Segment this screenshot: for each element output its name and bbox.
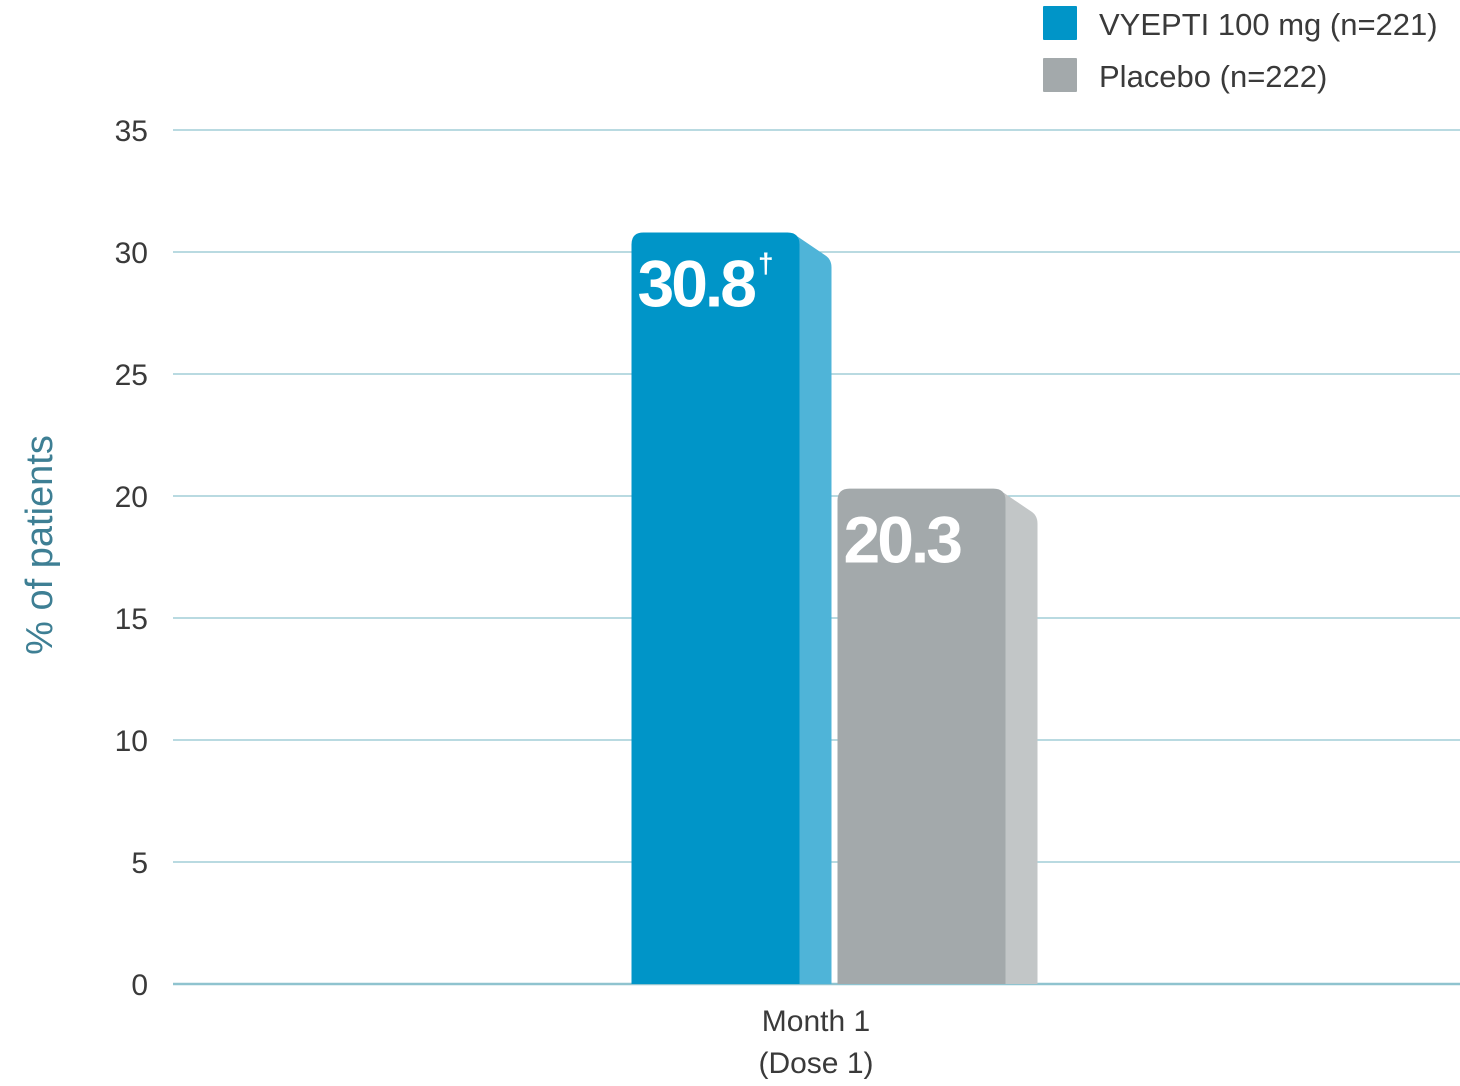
legend: VYEPTI 100 mg (n=221) Placebo (n=222)	[1043, 6, 1438, 94]
legend-swatch	[1043, 6, 1077, 40]
y-tick-label: 25	[115, 359, 148, 392]
legend-label: Placebo (n=222)	[1099, 59, 1327, 94]
x-category-label: (Dose 1)	[758, 1047, 873, 1080]
bar	[631, 232, 800, 985]
bar	[837, 488, 1006, 984]
y-tick-label: 20	[115, 481, 148, 514]
bar-side-face	[797, 236, 832, 985]
legend-swatch	[1043, 58, 1077, 92]
y-tick-label: 35	[115, 115, 148, 148]
y-tick-label: 30	[115, 237, 148, 270]
y-axis-ticks: 0 5 10 15 20 25 30 35	[115, 115, 148, 1002]
y-tick-label: 0	[131, 969, 148, 1002]
y-tick-label: 15	[115, 603, 148, 636]
legend-label: VYEPTI 100 mg (n=221)	[1099, 7, 1438, 42]
bar-side-face	[1003, 492, 1038, 984]
bars	[631, 232, 1038, 985]
x-axis-category-labels: Month 1 (Dose 1)	[758, 1005, 873, 1080]
y-tick-label: 10	[115, 725, 148, 758]
x-category-label: Month 1	[762, 1005, 870, 1038]
y-tick-label: 5	[131, 847, 148, 880]
bar-value-label: 20.3	[844, 503, 962, 577]
y-axis-label: % of patients	[19, 435, 61, 655]
bar-value-label: 30.8 †	[638, 246, 772, 320]
